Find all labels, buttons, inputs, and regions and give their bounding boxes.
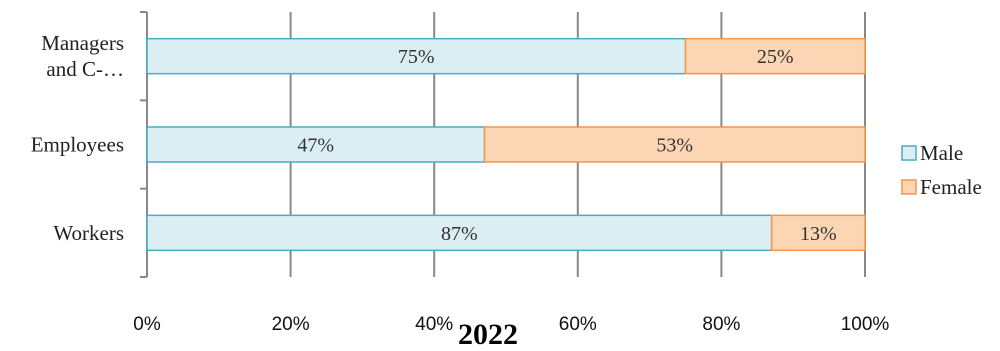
legend: Male Female xyxy=(901,141,982,199)
legend-label-female: Female xyxy=(920,175,982,199)
data-label: 25% xyxy=(757,46,794,68)
bar-female xyxy=(770,214,866,252)
data-labels: 75% 25% 47% 53% 87% 13% xyxy=(297,46,836,245)
x-tick-label: 60% xyxy=(559,314,597,335)
bar-male xyxy=(146,37,687,75)
legend-label-male: Male xyxy=(920,141,963,165)
data-label: 75% xyxy=(398,46,435,68)
bar-female xyxy=(483,126,866,163)
bar-male xyxy=(146,214,773,252)
bar-female xyxy=(684,37,866,75)
data-label: 47% xyxy=(297,135,334,157)
data-label: 87% xyxy=(441,223,478,245)
data-label: 13% xyxy=(800,223,837,245)
category-label: Managers xyxy=(41,31,124,55)
x-tick-label: 100% xyxy=(841,314,890,335)
bar-male xyxy=(146,126,486,163)
x-tick-label: 40% xyxy=(415,314,453,335)
legend-swatch-male xyxy=(901,145,917,161)
category-label: Workers xyxy=(53,221,124,245)
bars xyxy=(146,37,866,252)
category-label: and C-… xyxy=(46,57,124,81)
x-tick-label: 20% xyxy=(272,314,310,335)
chart-title: 2022 xyxy=(458,318,518,351)
data-label: 53% xyxy=(656,135,693,157)
x-tick-label: 0% xyxy=(133,314,161,335)
category-label: Employees xyxy=(31,133,124,157)
legend-swatch-female xyxy=(901,179,917,195)
x-tick-label: 80% xyxy=(702,314,740,335)
